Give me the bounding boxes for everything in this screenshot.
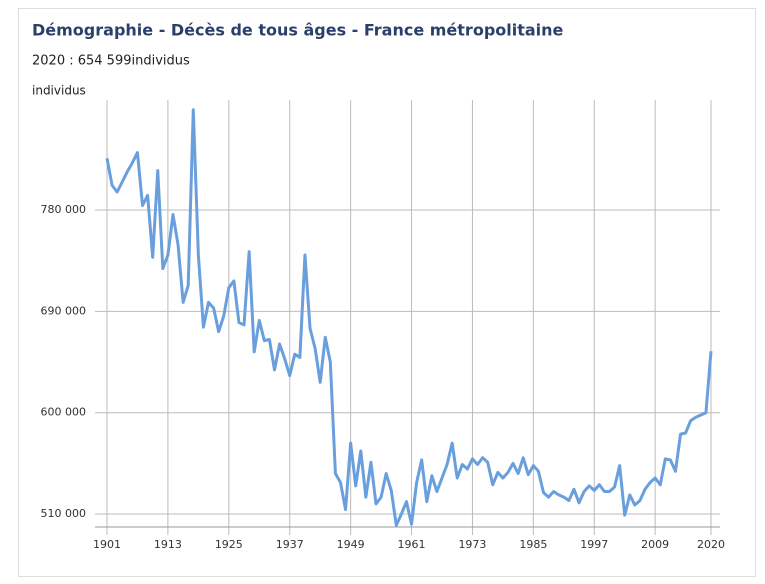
chart-subtitle: 2020 : 654 599individus	[32, 54, 190, 69]
x-tick-label: 1997	[580, 538, 608, 551]
x-tick-label: 1961	[398, 538, 426, 551]
chart-title: Démographie - Décès de tous âges - Franc…	[32, 21, 564, 40]
x-tick-label: 1925	[215, 538, 243, 551]
data-line	[105, 108, 713, 527]
x-tick-label: 1985	[519, 538, 547, 551]
y-tick-label: 600 000	[41, 406, 87, 419]
x-tick-label: 1973	[458, 538, 486, 551]
y-tick-label: 510 000	[41, 507, 87, 520]
x-tick-label: 1901	[93, 538, 121, 551]
y-axis-label: individus	[32, 84, 86, 98]
x-tick-label: 1949	[337, 538, 365, 551]
x-tick-label: 2020	[697, 538, 725, 551]
x-tick-label: 2009	[641, 538, 669, 551]
y-tick-label: 780 000	[41, 203, 87, 216]
chart-frame	[18, 8, 756, 577]
x-tick-label: 1913	[154, 538, 182, 551]
x-tick-label: 1937	[276, 538, 304, 551]
y-tick-label: 690 000	[41, 304, 87, 317]
